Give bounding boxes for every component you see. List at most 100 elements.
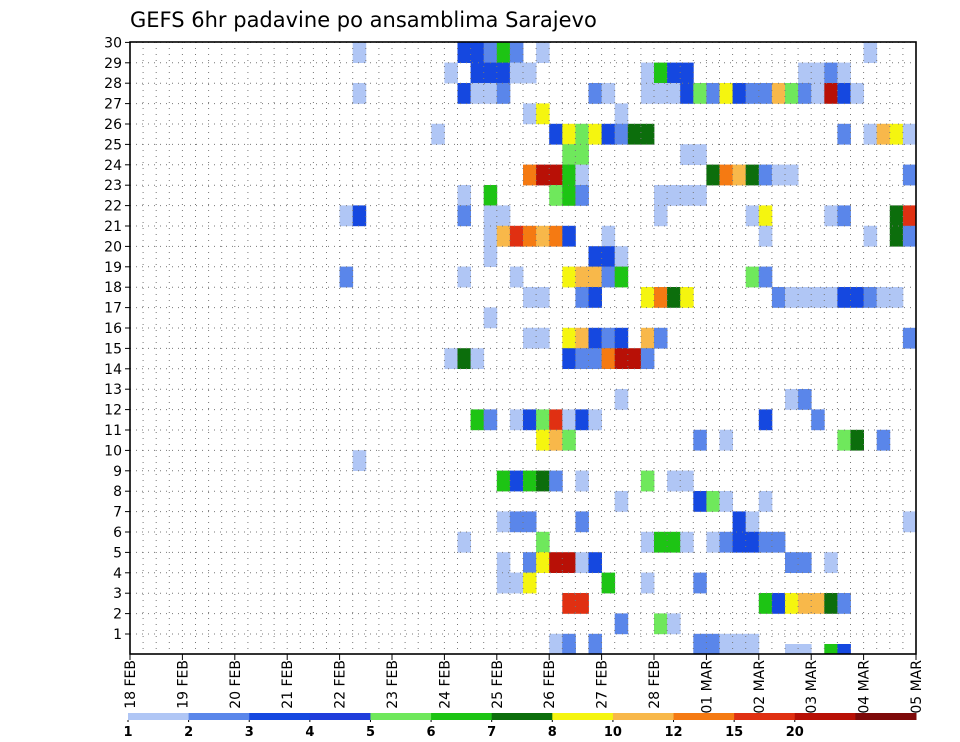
heatmap-cell	[483, 307, 498, 329]
heatmap-cell	[654, 613, 668, 635]
colorbar-label: 12	[664, 725, 682, 740]
y-tick-label: 30	[104, 35, 122, 51]
heatmap-cell	[562, 266, 576, 288]
heatmap-cell	[470, 62, 485, 84]
colorbar-label: 1	[123, 725, 132, 740]
heatmap-cell	[654, 327, 668, 349]
heatmap-cell	[496, 511, 511, 533]
heatmap-cell	[431, 123, 445, 145]
heatmap-cell	[798, 83, 812, 104]
heatmap-cell	[444, 62, 458, 84]
heatmap-cell	[824, 552, 838, 573]
heatmap-cell	[536, 470, 550, 492]
heatmap-cell	[640, 572, 655, 594]
heatmap-cells	[339, 42, 917, 655]
heatmap-cell	[483, 185, 498, 206]
heatmap-cell	[811, 287, 825, 308]
y-tick-label: 20	[104, 239, 122, 255]
heatmap-cell	[352, 450, 367, 471]
heatmap-cell	[496, 205, 511, 227]
heatmap-cell	[549, 552, 563, 573]
heatmap-cell	[667, 470, 681, 492]
heatmap-cell	[523, 572, 537, 594]
heatmap-cell	[470, 348, 485, 369]
heatmap-cell	[549, 633, 563, 655]
heatmap-cell	[902, 205, 917, 227]
heatmap-cell	[575, 593, 589, 614]
heatmap-cell	[352, 83, 367, 104]
heatmap-cell	[523, 470, 537, 492]
x-tick-label: 20 FEB	[228, 660, 244, 709]
heatmap-cell	[352, 42, 367, 63]
heatmap-cell	[562, 644, 576, 654]
heatmap-cell	[693, 633, 707, 655]
heatmap-cell	[575, 348, 589, 369]
colorbar-swatch	[188, 713, 250, 720]
heatmap-cell	[850, 83, 864, 104]
heatmap-cell	[889, 287, 904, 308]
heatmap-cell	[667, 185, 681, 206]
heatmap-cell	[667, 287, 681, 308]
x-tick-label: 05 MAR	[909, 660, 925, 714]
heatmap-cell	[575, 287, 589, 308]
heatmap-cell	[719, 531, 733, 553]
heatmap-cell	[352, 205, 367, 227]
x-tick-label: 28 FEB	[647, 660, 663, 709]
heatmap-cell	[509, 470, 524, 492]
heatmap-cell	[732, 633, 747, 655]
y-tick-label: 16	[104, 321, 122, 337]
heatmap-cell	[785, 593, 799, 614]
heatmap-cell	[732, 531, 747, 553]
heatmap-cell	[496, 42, 511, 63]
chart-title: GEFS 6hr padavine po ansamblima Sarajevo	[130, 8, 597, 32]
heatmap-cell	[863, 287, 878, 308]
heatmap-cell	[837, 83, 851, 104]
heatmap-cell	[745, 511, 760, 533]
colorbar-swatch	[734, 713, 796, 720]
colorbar-swatch	[855, 713, 917, 720]
heatmap-cell	[771, 164, 786, 186]
heatmap-cell	[496, 572, 511, 594]
heatmap-cell	[719, 633, 733, 655]
heatmap-cell	[640, 348, 655, 369]
heatmap-cell	[614, 246, 629, 267]
heatmap-cell	[693, 429, 707, 451]
x-tick-label: 19 FEB	[175, 660, 191, 709]
colorbar-swatch	[249, 713, 311, 720]
y-tick-label: 17	[104, 301, 122, 317]
heatmap-cell	[470, 409, 485, 431]
heatmap-cell	[523, 552, 537, 573]
heatmap-cell	[549, 470, 563, 492]
heatmap-cell	[654, 185, 668, 206]
y-tick-label: 29	[104, 56, 122, 72]
heatmap-cell	[562, 552, 576, 573]
heatmap-cell	[575, 409, 589, 431]
heatmap-cell	[902, 225, 917, 247]
heatmap-cell	[588, 409, 602, 431]
x-tick-label: 27 FEB	[595, 660, 611, 709]
y-tick-label: 9	[113, 464, 122, 480]
heatmap-cell	[483, 409, 498, 431]
heatmap-cell	[536, 429, 550, 451]
heatmap-cell	[824, 644, 838, 654]
x-tick-label: 04 MAR	[857, 660, 873, 714]
y-tick-label: 21	[104, 219, 122, 235]
heatmap-cell	[876, 123, 891, 145]
colorbar-label: 3	[245, 725, 254, 740]
heatmap-cell	[562, 327, 576, 349]
heatmap-cell	[719, 429, 733, 451]
heatmap-cell	[863, 42, 878, 63]
heatmap-cell	[811, 83, 825, 104]
heatmap-cell	[680, 62, 694, 84]
heatmap-cell	[667, 613, 681, 635]
heatmap-cell	[706, 633, 720, 655]
heatmap-cell	[483, 246, 498, 267]
heatmap-cell	[562, 429, 576, 451]
heatmap-cell	[863, 225, 878, 247]
heatmap-cell	[457, 348, 471, 369]
heatmap-cell	[536, 552, 550, 573]
heatmap-cell	[601, 83, 616, 104]
heatmap-cell	[601, 225, 616, 247]
heatmap-cell	[575, 266, 589, 288]
heatmap-cell	[758, 266, 773, 288]
